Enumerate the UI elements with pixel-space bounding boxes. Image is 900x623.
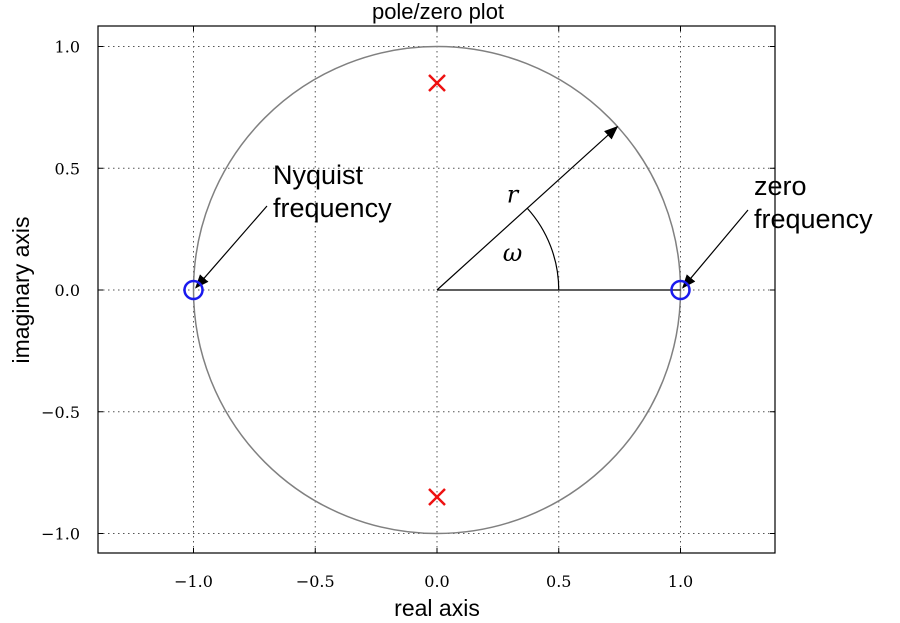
- y-tick-label: −1.0: [41, 525, 80, 544]
- annotation-lines: [195, 125, 749, 291]
- x-tick-label: −0.5: [296, 572, 335, 591]
- y-tick-label: 0.0: [55, 281, 80, 300]
- angle-arc: [526, 207, 560, 291]
- x-tick-label: 0.0: [424, 572, 449, 591]
- radius-label: r: [507, 180, 520, 208]
- zero-frequency-arrow: [682, 209, 749, 289]
- nyquist-label: Nyquist frequency: [273, 160, 392, 223]
- nyquist-label-line: Nyquist: [273, 160, 364, 190]
- x-axis-label: real axis: [394, 595, 480, 621]
- zero-marker: [670, 279, 691, 301]
- zero-frequency-label: zero frequency: [754, 171, 873, 234]
- markers-layer: [183, 74, 691, 506]
- pole-stroke: [428, 74, 446, 92]
- x-tick-label: −1.0: [174, 572, 213, 591]
- zero-frequency-label-line: frequency: [754, 204, 873, 234]
- omega-label: ω: [503, 239, 523, 267]
- x-tick-label: 1.0: [668, 572, 693, 591]
- y-tick-label: −0.5: [41, 403, 80, 422]
- pole-marker: [428, 74, 446, 92]
- chart-title: pole/zero plot: [372, 0, 504, 24]
- y-axis-label: imaginary axis: [8, 217, 34, 364]
- zero-marker: [183, 279, 204, 301]
- nyquist-label-line: frequency: [273, 193, 392, 223]
- pole-marker: [428, 488, 446, 506]
- y-tick-label: 1.0: [55, 38, 80, 57]
- axis-ticks: −1.0 −0.5 0.0 0.5 1.0 −1.0 −0.5 0.0 0.5 1.0: [41, 26, 775, 591]
- nyquist-arrow: [195, 205, 268, 289]
- x-tick-label: 0.5: [546, 572, 571, 591]
- zero-frequency-label-line: zero: [754, 171, 807, 201]
- radius-arrow: [436, 125, 619, 291]
- pole-stroke: [428, 488, 446, 506]
- y-tick-label: 0.5: [55, 159, 80, 178]
